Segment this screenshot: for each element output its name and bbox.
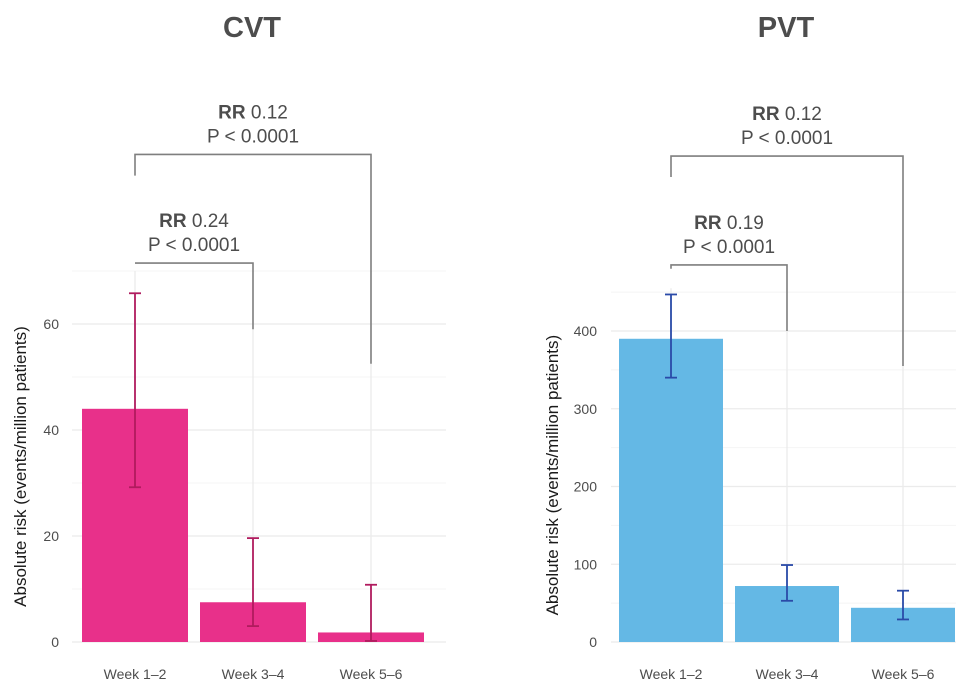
x-tick-label: Week 3–4 xyxy=(756,666,819,682)
error-bar-1 xyxy=(129,292,141,489)
y-tick-label: 0 xyxy=(589,634,597,650)
error-bar-2 xyxy=(781,564,793,602)
rr-label: RR xyxy=(159,211,187,232)
error-bar-3 xyxy=(365,583,377,642)
chart-title: PVT xyxy=(758,12,815,44)
rr-value: 0.12 xyxy=(780,104,822,125)
y-tick-label: 300 xyxy=(574,401,598,417)
rr-value: 0.19 xyxy=(722,213,764,234)
y-tick-label: 20 xyxy=(43,528,59,544)
y-tick-label: 100 xyxy=(574,556,598,572)
significance-bracket xyxy=(135,262,254,330)
rr-value: 0.24 xyxy=(187,211,230,232)
x-tick-label: Week 1–2 xyxy=(104,666,167,682)
bar-1 xyxy=(619,338,723,642)
rr-annotation: RR 0.12 xyxy=(218,102,288,123)
rr-label: RR xyxy=(218,102,246,123)
x-tick-label: Week 5–6 xyxy=(340,666,403,682)
p-value-annotation: P < 0.0001 xyxy=(741,128,833,149)
x-tick-label: Week 5–6 xyxy=(872,666,935,682)
error-bar-1 xyxy=(665,293,677,379)
y-axis-label: Absolute risk (events/million patients) xyxy=(543,335,562,616)
panel-cvt: 0 20 40 60 Week 1–2 Week 3–4 Week 5–6 Absolute … xyxy=(11,12,446,682)
significance-bracket xyxy=(670,264,788,331)
y-axis-label: Absolute risk (events/million patients) xyxy=(11,326,30,607)
error-bar-3 xyxy=(897,589,909,621)
error-bar-2 xyxy=(247,537,259,627)
rr-annotation: RR 0.24 xyxy=(159,211,229,232)
y-tick-label: 200 xyxy=(574,479,598,495)
rr-annotation: RR 0.12 xyxy=(752,104,822,125)
p-value-annotation: P < 0.0001 xyxy=(683,237,775,258)
panel-pvt: 0 100 200 300 400 Week 1–2 Week 3–4 Week 5–6 Abs… xyxy=(543,12,956,682)
y-tick-label: 40 xyxy=(43,422,59,438)
rr-value: 0.12 xyxy=(246,102,288,123)
x-tick-label: Week 3–4 xyxy=(222,666,285,682)
y-tick-label: 60 xyxy=(43,316,59,332)
rr-label: RR xyxy=(694,213,722,234)
x-tick-label: Week 1–2 xyxy=(640,666,703,682)
y-tick-label: 400 xyxy=(574,323,598,339)
rr-label: RR xyxy=(752,104,780,125)
chart-title: CVT xyxy=(223,12,281,44)
significance-bracket xyxy=(670,155,904,366)
y-tick-label: 0 xyxy=(51,634,59,650)
p-value-annotation: P < 0.0001 xyxy=(207,126,299,147)
significance-bracket xyxy=(134,153,372,364)
rr-annotation: RR 0.19 xyxy=(694,213,764,234)
p-value-annotation: P < 0.0001 xyxy=(148,235,240,256)
